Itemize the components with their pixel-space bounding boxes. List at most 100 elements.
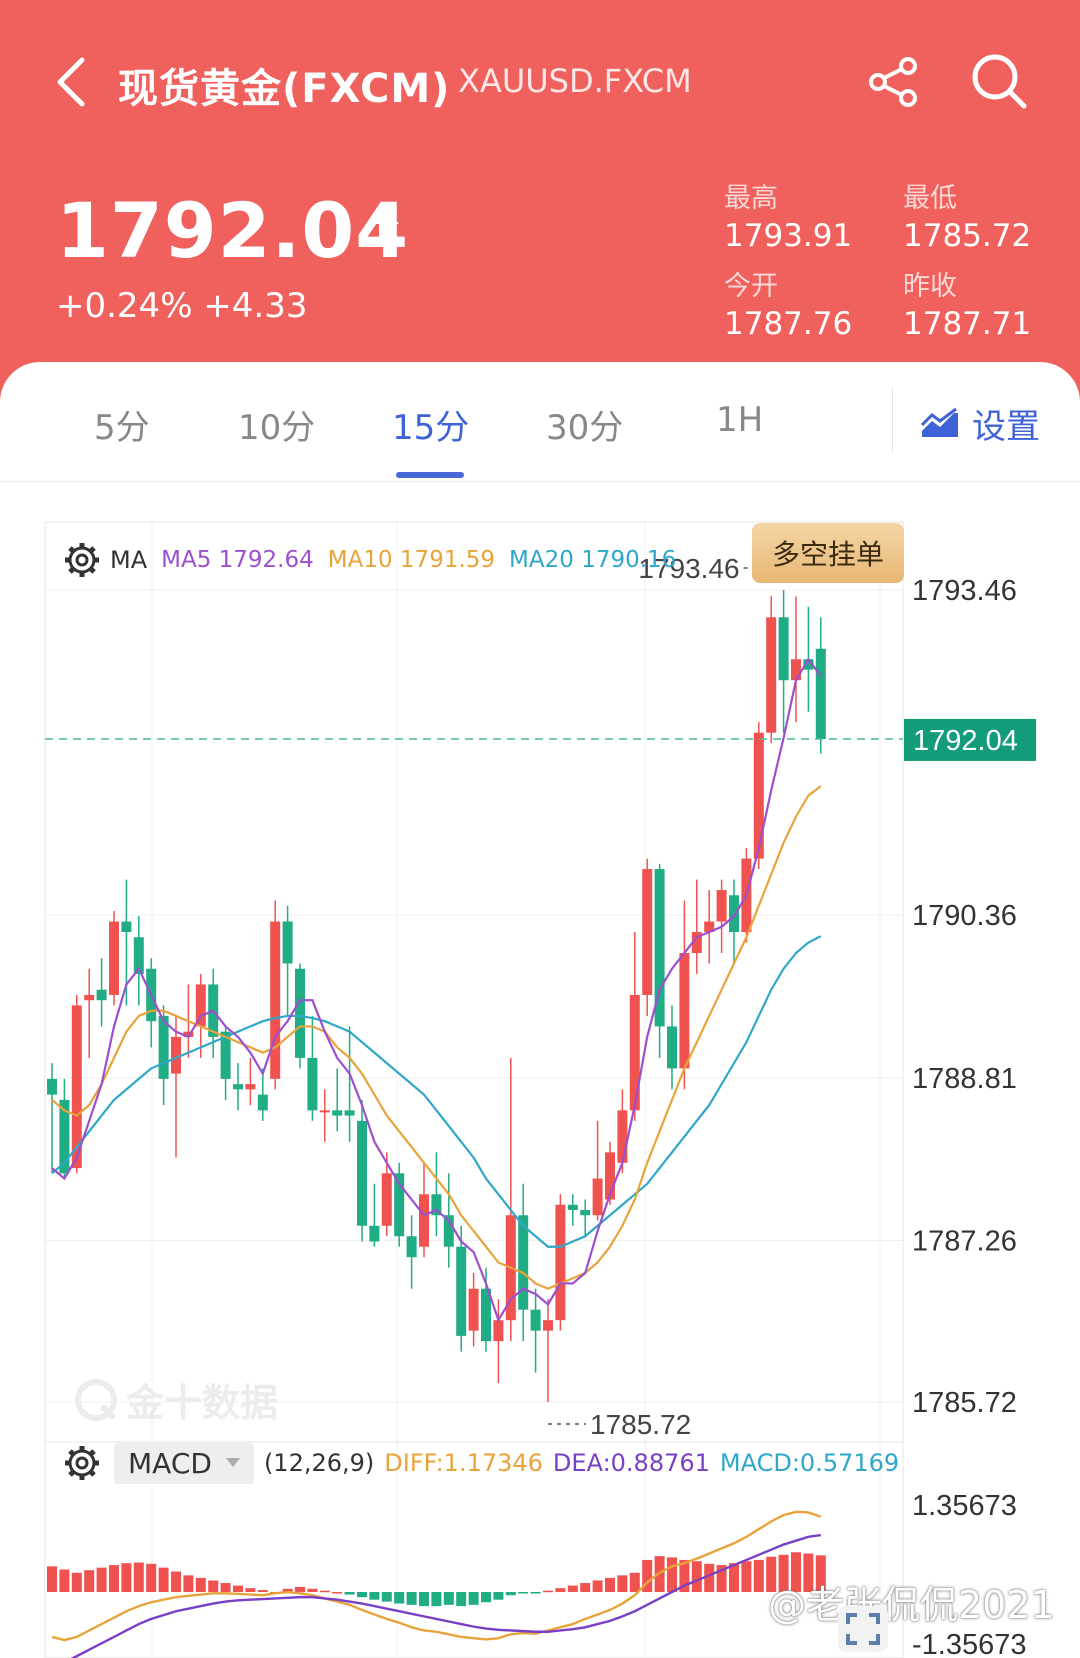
macd-bar xyxy=(704,1563,715,1592)
macd-bar xyxy=(47,1566,57,1592)
indicator-select[interactable]: MACD xyxy=(114,1442,254,1484)
macd-legend: MACD (12,26,9) DIFF:1.17346 DEA:0.88761 … xyxy=(62,1442,909,1484)
macd-bar xyxy=(133,1562,144,1592)
candle xyxy=(71,994,82,1174)
candle-body xyxy=(493,1320,504,1342)
candle-body xyxy=(245,1084,256,1090)
up-arrow-icon xyxy=(369,206,399,242)
candle xyxy=(815,617,826,754)
candle xyxy=(406,1215,417,1289)
chart-frame xyxy=(44,521,904,1658)
candle xyxy=(518,1183,529,1342)
candle xyxy=(431,1152,442,1237)
tab-5min[interactable]: 5分 xyxy=(94,408,150,448)
macd-bar xyxy=(381,1592,392,1602)
candle-body xyxy=(791,659,801,681)
candle xyxy=(481,1267,491,1352)
macd-bar xyxy=(456,1592,467,1607)
candle-body xyxy=(431,1194,442,1216)
active-tab-indicator xyxy=(396,472,464,478)
gear-hole xyxy=(75,1456,89,1470)
tab-1h[interactable]: 1H xyxy=(716,400,764,440)
candle-body xyxy=(481,1288,491,1342)
tabs-divider xyxy=(892,388,893,452)
dropdown-icon xyxy=(225,1458,240,1467)
macd-bar xyxy=(208,1580,219,1592)
candle-body xyxy=(716,890,727,922)
candle xyxy=(629,932,640,1121)
macd-bar xyxy=(530,1592,541,1594)
candle-body xyxy=(778,617,789,681)
high-marker-label: 1793.46 xyxy=(638,553,739,584)
candle-body xyxy=(629,994,640,1111)
candle xyxy=(679,900,690,1090)
prev-close-label: 昨收 xyxy=(903,271,957,302)
candle xyxy=(282,905,293,1016)
fullscreen-icon[interactable] xyxy=(838,1606,888,1652)
candle xyxy=(419,1162,429,1258)
candle xyxy=(493,1299,504,1384)
share-icon[interactable] xyxy=(866,54,922,110)
macd-bar xyxy=(642,1559,653,1592)
ma10-value: MA10 1791.59 xyxy=(327,547,496,573)
price-axis-label: 1788.81 xyxy=(912,1063,1017,1095)
high-label: 最高 xyxy=(724,183,778,214)
macd-bar xyxy=(679,1559,690,1592)
candle xyxy=(555,1194,566,1331)
candle-body xyxy=(295,968,305,1058)
tab-30min[interactable]: 30分 xyxy=(546,408,624,448)
macd-bar xyxy=(691,1561,702,1592)
candle xyxy=(654,863,665,1058)
macd-bar xyxy=(443,1592,454,1605)
candle xyxy=(270,900,281,1090)
candle-body xyxy=(394,1173,405,1237)
long-short-order-button[interactable]: 多空挂单 xyxy=(752,523,904,583)
jin10-text: 金十数据 xyxy=(126,1381,279,1425)
macd-bar xyxy=(84,1570,95,1592)
candle-body xyxy=(220,1031,231,1079)
back-arrow-icon[interactable] xyxy=(48,52,98,112)
candle-body xyxy=(133,937,144,974)
candle xyxy=(704,890,715,964)
candle-body xyxy=(357,1120,367,1226)
candle xyxy=(394,1162,405,1247)
ma5-value: MA5 1792.64 xyxy=(161,547,314,573)
search-icon[interactable] xyxy=(968,50,1030,112)
macd-bar xyxy=(319,1590,330,1593)
macd-bar xyxy=(505,1592,516,1596)
candle-body xyxy=(580,1210,591,1216)
macd-bar xyxy=(220,1583,231,1592)
macd-axis-max: 1.35673 xyxy=(912,1490,1017,1522)
tab-15min[interactable]: 15分 xyxy=(392,408,470,448)
gear-body xyxy=(68,1449,96,1477)
tab-10min[interactable]: 10分 xyxy=(238,408,316,448)
chart-settings-button[interactable]: 设置 xyxy=(920,398,1040,448)
candle-body xyxy=(270,921,281,1079)
candle xyxy=(47,1063,57,1174)
candle xyxy=(791,596,801,723)
gear-icon[interactable] xyxy=(62,1443,102,1483)
candle-body xyxy=(729,895,739,933)
candle xyxy=(220,1026,231,1100)
macd-bar xyxy=(667,1557,677,1592)
macd-bar xyxy=(233,1585,243,1592)
candle-body xyxy=(443,1215,454,1247)
macd-bar xyxy=(592,1580,603,1592)
candle-body xyxy=(332,1110,343,1116)
ma20-line xyxy=(51,935,822,1248)
macd-bar xyxy=(741,1561,752,1592)
candle-body xyxy=(766,617,777,733)
symbol-code: XAUUSD.FXCM xyxy=(458,62,692,100)
candle-body xyxy=(468,1288,479,1331)
candle xyxy=(716,879,727,953)
gear-icon[interactable] xyxy=(62,540,102,580)
candle xyxy=(778,590,789,733)
page-title: 现货黄金(FXCM) xyxy=(118,66,451,112)
macd-bar xyxy=(96,1567,107,1592)
candle xyxy=(133,916,144,1006)
candle-body xyxy=(121,921,132,933)
macd-bar xyxy=(791,1552,801,1592)
macd-bar xyxy=(766,1556,777,1592)
kline-chart[interactable]: 1793.46 1790.36 1788.81 1787.26 1785.72 1792.… xyxy=(0,482,1080,1658)
candle xyxy=(456,1225,467,1352)
